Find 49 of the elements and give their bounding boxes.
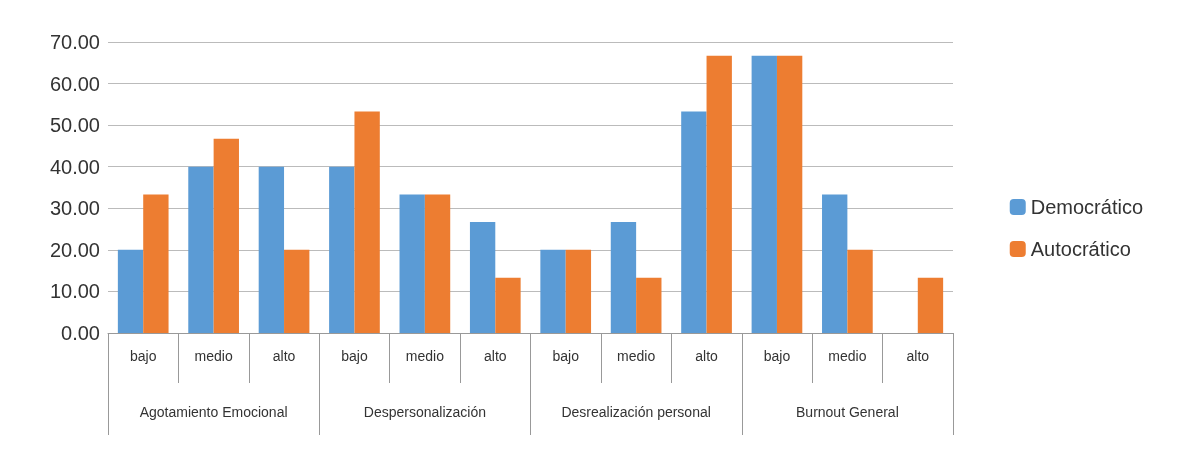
bar: [284, 249, 310, 333]
x-tick-label: alto: [272, 348, 296, 364]
bar: [706, 55, 732, 333]
y-tick-label: 30.00: [49, 197, 100, 220]
bar: [424, 194, 451, 333]
bar: [143, 194, 169, 333]
x-tick-label: bajo: [552, 348, 580, 364]
bar: [495, 277, 521, 333]
text: Despersonalización: [363, 404, 486, 420]
bar: [399, 194, 425, 333]
bar: [751, 55, 777, 333]
legend-label: Democrático: [1030, 196, 1144, 218]
y-tick-label: 70.00: [49, 31, 100, 53]
bar: [917, 277, 944, 333]
y-tick-label: 40.00: [49, 155, 100, 178]
y-tick-label: 60.00: [49, 72, 100, 95]
bar: [776, 55, 803, 333]
x-tick-label: bajo: [129, 348, 157, 364]
y-tick-label: 20.00: [49, 238, 100, 261]
x-tick-label: alto: [906, 348, 930, 364]
x-tick-label: alto: [695, 348, 719, 364]
bar: [258, 166, 285, 333]
bar: [354, 111, 380, 333]
bar: [822, 194, 848, 333]
x-tick-label: medio: [617, 348, 656, 364]
bar: [636, 277, 662, 333]
bar: [610, 222, 637, 333]
y-tick-label: 10.00: [49, 280, 100, 303]
bar: [847, 249, 873, 333]
legend-label: Autocrático: [1030, 238, 1131, 260]
bar: [117, 249, 144, 333]
bar: [213, 138, 239, 333]
bar: [329, 166, 355, 333]
x-tick-label: medio: [828, 348, 867, 364]
y-tick-label: 0.00: [61, 322, 100, 344]
bar: [565, 249, 592, 333]
x-tick-label: bajo: [341, 348, 368, 364]
x-tick-label: alto: [484, 348, 507, 364]
text: Desrealización personal: [561, 404, 711, 420]
bar: [469, 222, 496, 333]
x-tick-label: medio: [405, 348, 445, 364]
text: Burnout General: [796, 404, 899, 420]
x-tick-label: medio: [194, 348, 233, 364]
text: Agotamiento Emocional: [139, 404, 288, 420]
bar: [540, 249, 566, 333]
y-tick-label: 50.00: [49, 114, 100, 137]
bar: [188, 166, 214, 333]
x-tick-label: bajo: [763, 348, 791, 364]
bar: [681, 111, 707, 333]
